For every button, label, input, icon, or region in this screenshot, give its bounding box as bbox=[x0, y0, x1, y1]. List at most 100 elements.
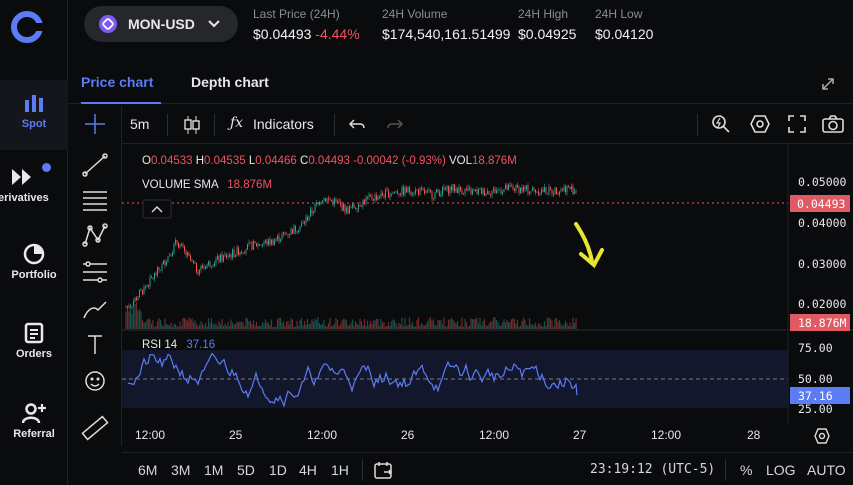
range-1h[interactable]: 1H bbox=[331, 462, 349, 478]
volume-bar bbox=[282, 321, 285, 329]
axis-settings-icon[interactable] bbox=[814, 428, 830, 444]
volume-bar bbox=[471, 319, 474, 329]
volume-bar bbox=[237, 322, 240, 329]
open-label: O bbox=[142, 155, 151, 167]
candle-body bbox=[460, 186, 461, 191]
chart-canvas[interactable] bbox=[122, 144, 853, 446]
measure-icon[interactable] bbox=[83, 261, 107, 283]
fullscreen-icon[interactable] bbox=[788, 115, 806, 133]
volume-bar bbox=[447, 319, 450, 329]
candle-body bbox=[326, 198, 328, 202]
app-logo[interactable] bbox=[10, 10, 44, 44]
range-3m[interactable]: 3M bbox=[171, 462, 191, 478]
volume-bar bbox=[347, 325, 349, 329]
volume-bar bbox=[158, 318, 160, 329]
sidebar: Spot erivatives Portfolio Orders Referra… bbox=[0, 0, 68, 485]
collapse-legend-button[interactable] bbox=[142, 199, 172, 219]
log-toggle[interactable]: LOG bbox=[766, 462, 796, 478]
indicators-button[interactable]: Indicators bbox=[253, 116, 314, 132]
undo-icon[interactable] bbox=[348, 118, 366, 132]
candle-body bbox=[412, 193, 413, 195]
emoji-icon[interactable] bbox=[85, 371, 105, 391]
sidebar-item-spot[interactable]: Spot bbox=[0, 80, 68, 150]
candle-body bbox=[254, 241, 256, 244]
price-chart[interactable]: O0.04533 H0.04535 L0.04466 C0.04493 -0.0… bbox=[122, 144, 853, 446]
range-1m[interactable]: 1M bbox=[204, 462, 224, 478]
sidebar-item-referral[interactable]: Referral bbox=[0, 402, 68, 452]
candle-body bbox=[436, 189, 437, 193]
text-icon[interactable] bbox=[88, 335, 102, 354]
volume-bar bbox=[503, 319, 505, 329]
candle-body bbox=[292, 229, 293, 234]
tab-depth-chart[interactable]: Depth chart bbox=[191, 74, 269, 90]
candle-body bbox=[496, 190, 497, 193]
pattern-icon[interactable] bbox=[82, 223, 108, 247]
high-label: 24H High bbox=[518, 7, 569, 21]
sidebar-item-derivatives[interactable]: erivatives bbox=[0, 166, 68, 216]
brush-icon[interactable] bbox=[83, 301, 107, 319]
range-5d[interactable]: 5D bbox=[237, 462, 255, 478]
sidebar-item-orders[interactable]: Orders bbox=[0, 322, 68, 372]
candle-body bbox=[212, 265, 214, 267]
camera-icon[interactable] bbox=[822, 115, 844, 133]
chart-clock: 23:19:12 (UTC-5) bbox=[590, 462, 716, 477]
sidebar-item-portfolio[interactable]: Portfolio bbox=[0, 243, 68, 293]
range-6m[interactable]: 6M bbox=[138, 462, 158, 478]
tab-price-chart[interactable]: Price chart bbox=[81, 74, 154, 90]
candle-body bbox=[179, 244, 181, 248]
range-4h[interactable]: 4H bbox=[299, 462, 317, 478]
expand-icon[interactable] bbox=[821, 77, 835, 91]
volume-bar bbox=[504, 322, 507, 329]
candle-body bbox=[298, 230, 299, 233]
candle-body bbox=[560, 189, 562, 192]
fx-icon[interactable]: ƒx bbox=[230, 115, 244, 131]
volume-bar bbox=[153, 326, 156, 329]
volume-bar bbox=[537, 323, 540, 329]
volume-bar bbox=[281, 323, 283, 329]
range-1d[interactable]: 1D bbox=[269, 462, 287, 478]
quick-search-icon[interactable] bbox=[711, 114, 731, 134]
volume-bar bbox=[197, 326, 199, 329]
calendar-range-icon[interactable] bbox=[374, 461, 394, 479]
volume-bar bbox=[377, 318, 379, 329]
candlestick-icon[interactable] bbox=[183, 115, 201, 135]
percent-toggle[interactable]: % bbox=[740, 462, 753, 478]
volume-bar bbox=[204, 322, 207, 329]
fib-retracement-icon[interactable] bbox=[83, 191, 107, 211]
volume-bar bbox=[335, 317, 337, 329]
candle-body bbox=[236, 247, 238, 255]
volume-bar bbox=[516, 319, 519, 329]
volume-bar bbox=[180, 325, 183, 329]
volume-bar bbox=[321, 324, 324, 329]
candle-body bbox=[169, 255, 170, 257]
volume-bar bbox=[566, 323, 568, 329]
candle-body bbox=[251, 242, 253, 250]
candle-body bbox=[215, 259, 217, 264]
candle-body bbox=[229, 254, 230, 257]
market-selector[interactable]: MON-USD bbox=[84, 6, 238, 42]
volume-bar bbox=[183, 318, 186, 329]
auto-toggle[interactable]: AUTO bbox=[807, 462, 846, 478]
volume-bar bbox=[441, 324, 444, 329]
candle-body bbox=[341, 204, 343, 211]
volume-bar bbox=[290, 318, 292, 329]
candle-body bbox=[332, 200, 334, 205]
redo-icon[interactable] bbox=[386, 118, 404, 132]
interval-selector[interactable]: 5m bbox=[130, 116, 150, 132]
trend-line-icon[interactable] bbox=[82, 153, 108, 177]
candle-body bbox=[217, 255, 218, 260]
volume-bar bbox=[513, 319, 516, 329]
volume-bar bbox=[527, 325, 529, 329]
crosshair-icon[interactable] bbox=[85, 114, 105, 134]
high-value: $0.04925 bbox=[518, 26, 577, 42]
volume-bar bbox=[192, 322, 195, 329]
candle-body bbox=[275, 239, 277, 241]
settings-icon[interactable] bbox=[750, 114, 770, 134]
candle-body bbox=[526, 185, 527, 190]
volume-bar bbox=[534, 322, 537, 329]
ruler-icon[interactable] bbox=[81, 415, 109, 441]
volume-bar bbox=[144, 322, 147, 329]
candle-body bbox=[136, 297, 137, 300]
volume-bar bbox=[510, 319, 513, 329]
candle-body bbox=[350, 206, 352, 208]
